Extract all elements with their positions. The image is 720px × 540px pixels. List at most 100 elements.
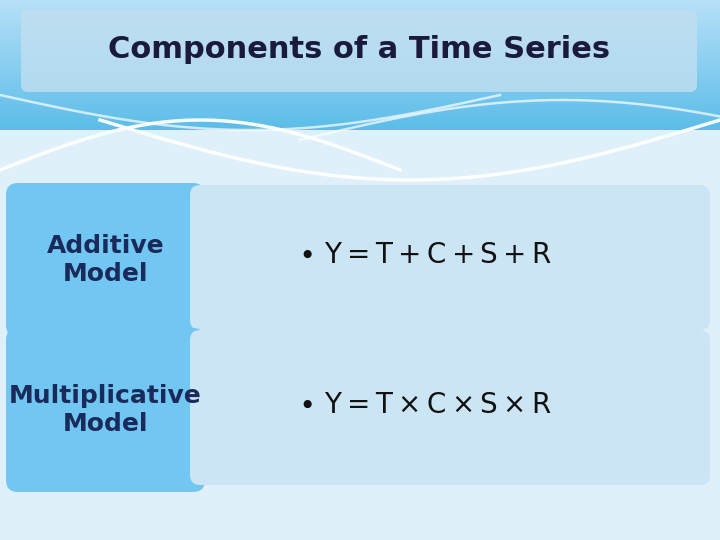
Bar <box>18 237 193 240</box>
Bar <box>0 28 720 30</box>
Bar <box>0 62 720 65</box>
Text: Additive
Model: Additive Model <box>47 234 164 286</box>
Bar <box>18 321 193 325</box>
Bar <box>18 292 193 296</box>
Bar <box>0 78 720 80</box>
Text: Multiplicative
Model: Multiplicative Model <box>9 384 202 436</box>
Bar <box>0 21 720 24</box>
Bar <box>18 227 193 231</box>
Bar <box>18 240 193 244</box>
Text: Components of a Time Series: Components of a Time Series <box>108 36 610 64</box>
Bar <box>0 89 720 91</box>
FancyBboxPatch shape <box>21 10 697 92</box>
Bar <box>18 308 193 312</box>
Bar <box>0 0 720 2</box>
Bar <box>0 36 720 39</box>
Bar <box>0 106 720 109</box>
Bar <box>0 17 720 19</box>
Bar <box>0 60 720 63</box>
Bar <box>0 108 720 111</box>
Bar <box>18 211 193 214</box>
Bar <box>0 49 720 52</box>
Bar <box>0 69 720 71</box>
Bar <box>0 64 720 67</box>
Bar <box>18 256 193 260</box>
Bar <box>18 243 193 247</box>
Bar <box>18 230 193 234</box>
FancyBboxPatch shape <box>190 185 710 330</box>
Bar <box>0 40 720 43</box>
Bar <box>18 233 193 237</box>
Bar <box>0 8 720 11</box>
Bar <box>0 110 720 113</box>
Bar <box>0 6 720 9</box>
Bar <box>0 97 720 100</box>
Bar <box>18 204 193 208</box>
Bar <box>0 104 720 106</box>
Bar <box>18 282 193 286</box>
FancyBboxPatch shape <box>6 328 205 492</box>
Bar <box>0 12 720 15</box>
Bar <box>0 93 720 96</box>
Bar <box>18 279 193 283</box>
Bar <box>18 318 193 322</box>
Bar <box>0 95 720 98</box>
Bar <box>0 127 720 130</box>
Bar <box>0 84 720 86</box>
Bar <box>0 23 720 26</box>
Text: $\bullet\ \mathrm{Y = T \times C \times S \times R}$: $\bullet\ \mathrm{Y = T \times C \times … <box>298 391 552 419</box>
Bar <box>0 30 720 32</box>
Bar <box>18 266 193 270</box>
Bar <box>0 15 720 17</box>
FancyBboxPatch shape <box>190 330 710 485</box>
Bar <box>18 207 193 211</box>
Bar <box>18 276 193 280</box>
Bar <box>18 295 193 299</box>
Bar <box>18 220 193 224</box>
Bar <box>18 315 193 319</box>
Bar <box>0 119 720 122</box>
Bar <box>0 19 720 22</box>
Text: $\bullet\ \mathrm{Y = T + C + S + R}$: $\bullet\ \mathrm{Y = T + C + S + R}$ <box>298 241 552 269</box>
Bar <box>0 112 720 115</box>
Bar <box>18 198 193 201</box>
Bar <box>18 305 193 309</box>
Bar <box>0 51 720 54</box>
Bar <box>18 246 193 250</box>
Bar <box>0 86 720 89</box>
Bar <box>18 194 193 198</box>
Bar <box>0 66 720 69</box>
Bar <box>0 82 720 84</box>
Bar <box>0 43 720 45</box>
Bar <box>18 260 193 263</box>
Bar <box>0 25 720 28</box>
Bar <box>18 289 193 293</box>
Bar <box>0 102 720 104</box>
Bar <box>0 2 720 4</box>
Bar <box>18 217 193 221</box>
Bar <box>0 91 720 93</box>
Bar <box>18 201 193 205</box>
Bar <box>18 302 193 306</box>
Bar <box>18 273 193 276</box>
Bar <box>18 249 193 253</box>
Bar <box>0 114 720 117</box>
Bar <box>0 125 720 128</box>
Bar <box>0 53 720 56</box>
Bar <box>0 32 720 35</box>
Bar <box>0 4 720 6</box>
Bar <box>0 121 720 124</box>
Bar <box>0 47 720 50</box>
Bar <box>0 76 720 78</box>
Bar <box>0 10 720 13</box>
Bar <box>0 56 720 58</box>
Bar <box>18 286 193 289</box>
Bar <box>0 123 720 126</box>
Bar <box>18 253 193 256</box>
Bar <box>18 214 193 218</box>
Bar <box>0 80 720 82</box>
Bar <box>18 263 193 267</box>
Bar <box>18 312 193 315</box>
Bar <box>18 224 193 227</box>
Bar <box>0 117 720 119</box>
